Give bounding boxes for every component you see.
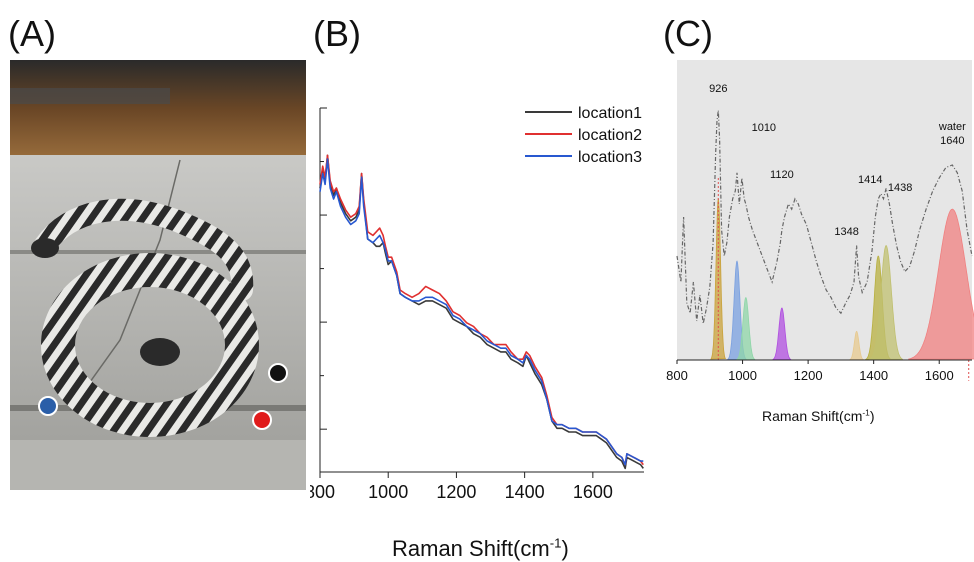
location1-marker	[268, 363, 288, 383]
chart-b-x-axis-label: Raman Shift(cm-1)	[392, 535, 569, 561]
panel-label-b: (B)	[313, 13, 361, 54]
location2-marker	[252, 410, 272, 430]
chart-b-x-tick-label: 1600	[573, 482, 613, 502]
chart-c-peak-label: 1348	[834, 226, 858, 238]
location3-marker	[38, 396, 58, 416]
chart-c-peak-1010	[736, 297, 756, 360]
chart-b-x-tick-label: 1000	[368, 482, 408, 502]
chart-c-x-axis-label: Raman Shift(cm-1)	[762, 407, 875, 424]
chart-c-peak-label: 926	[709, 83, 727, 95]
chart-c-peak-1348	[849, 330, 866, 361]
chart-c-peak-label: 1640	[940, 135, 964, 147]
chart-c-peak-label: 1010	[752, 122, 776, 134]
chart-c-peak-1438	[869, 245, 903, 360]
chart-b-series-location2	[319, 154, 644, 466]
raman-spectra-chart: 800 1000 1200 1400 1600 location1 location2 lo…	[310, 105, 644, 502]
chart-c-spectrum-line	[676, 110, 973, 324]
chart-c-x-tick-label: 1600	[925, 368, 954, 383]
chart-c-x-tick-label: 1400	[859, 368, 888, 383]
chart-b-x-tick-label: 800	[310, 482, 335, 502]
snake-photo	[10, 60, 306, 490]
chart-b-series-location1	[319, 154, 644, 470]
chart-b-x-tick-label: 1400	[505, 482, 545, 502]
chart-c-peak-1640	[908, 208, 974, 360]
chart-b-legend-label: location1	[578, 105, 642, 122]
chart-c-peak-label: 1120	[770, 169, 794, 181]
chart-b-legend-label: location2	[578, 127, 642, 144]
chart-c-peak-label: 1414	[858, 174, 882, 186]
chart-c-x-tick-label: 800	[666, 368, 688, 383]
chart-c-peak-extra-label: water	[938, 121, 966, 133]
chart-b-series-location3	[319, 158, 644, 466]
chart-c-peak-1120	[772, 307, 792, 361]
chart-c-plot-area	[677, 60, 972, 360]
chart-b-x-tick-label: 1200	[436, 482, 476, 502]
panel-label-c: (C)	[663, 13, 713, 54]
peak-fit-chart: 926983101011201348141414381640water 8001…	[666, 60, 974, 383]
chart-c-peak-label: 1438	[888, 182, 912, 194]
panel-label-a: (A)	[8, 13, 56, 54]
chart-c-x-tick-label: 1200	[794, 368, 823, 383]
chart-b-legend-label: location3	[578, 149, 642, 166]
chart-c-x-tick-label: 1000	[728, 368, 757, 383]
